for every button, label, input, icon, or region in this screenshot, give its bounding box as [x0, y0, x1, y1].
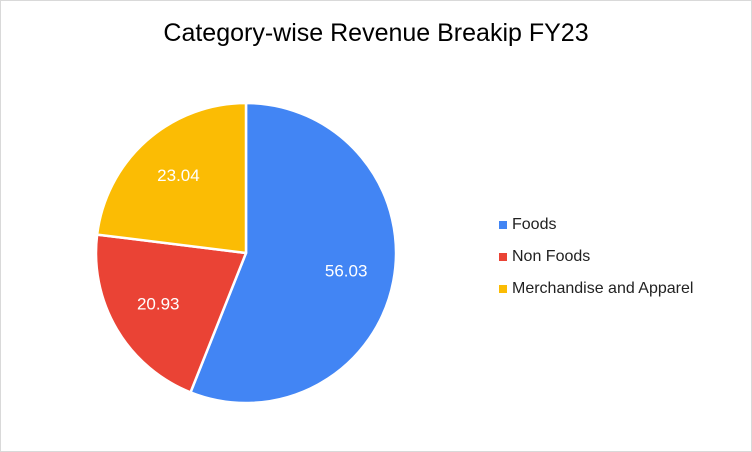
legend-item-non-foods: Non Foods [499, 241, 693, 273]
legend-label-non-foods: Non Foods [512, 248, 591, 265]
data-label-non-foods: 20.93 [137, 294, 180, 313]
legend-item-merchandise-and-apparel: Merchandise and Apparel [499, 273, 693, 305]
legend-label-merchandise-and-apparel: Merchandise and Apparel [512, 280, 694, 297]
legend-label-foods: Foods [512, 216, 557, 233]
legend: Foods Non Foods Merchandise and Apparel [499, 209, 693, 305]
legend-swatch-non-foods [499, 253, 507, 261]
pie-slice-merchandise-and-apparel [95, 101, 248, 255]
data-label-foods: 56.03 [325, 262, 368, 281]
pie-slice-non-foods [94, 233, 248, 394]
legend-swatch-merchandise-and-apparel [499, 285, 507, 293]
chart-title: Category-wise Revenue Breakip FY23 [163, 19, 589, 47]
legend-item-foods: Foods [499, 209, 693, 241]
data-label-merchandise-and-apparel: 23.04 [157, 166, 200, 185]
legend-swatch-foods [499, 221, 507, 229]
pie-slice-foods [189, 101, 398, 405]
